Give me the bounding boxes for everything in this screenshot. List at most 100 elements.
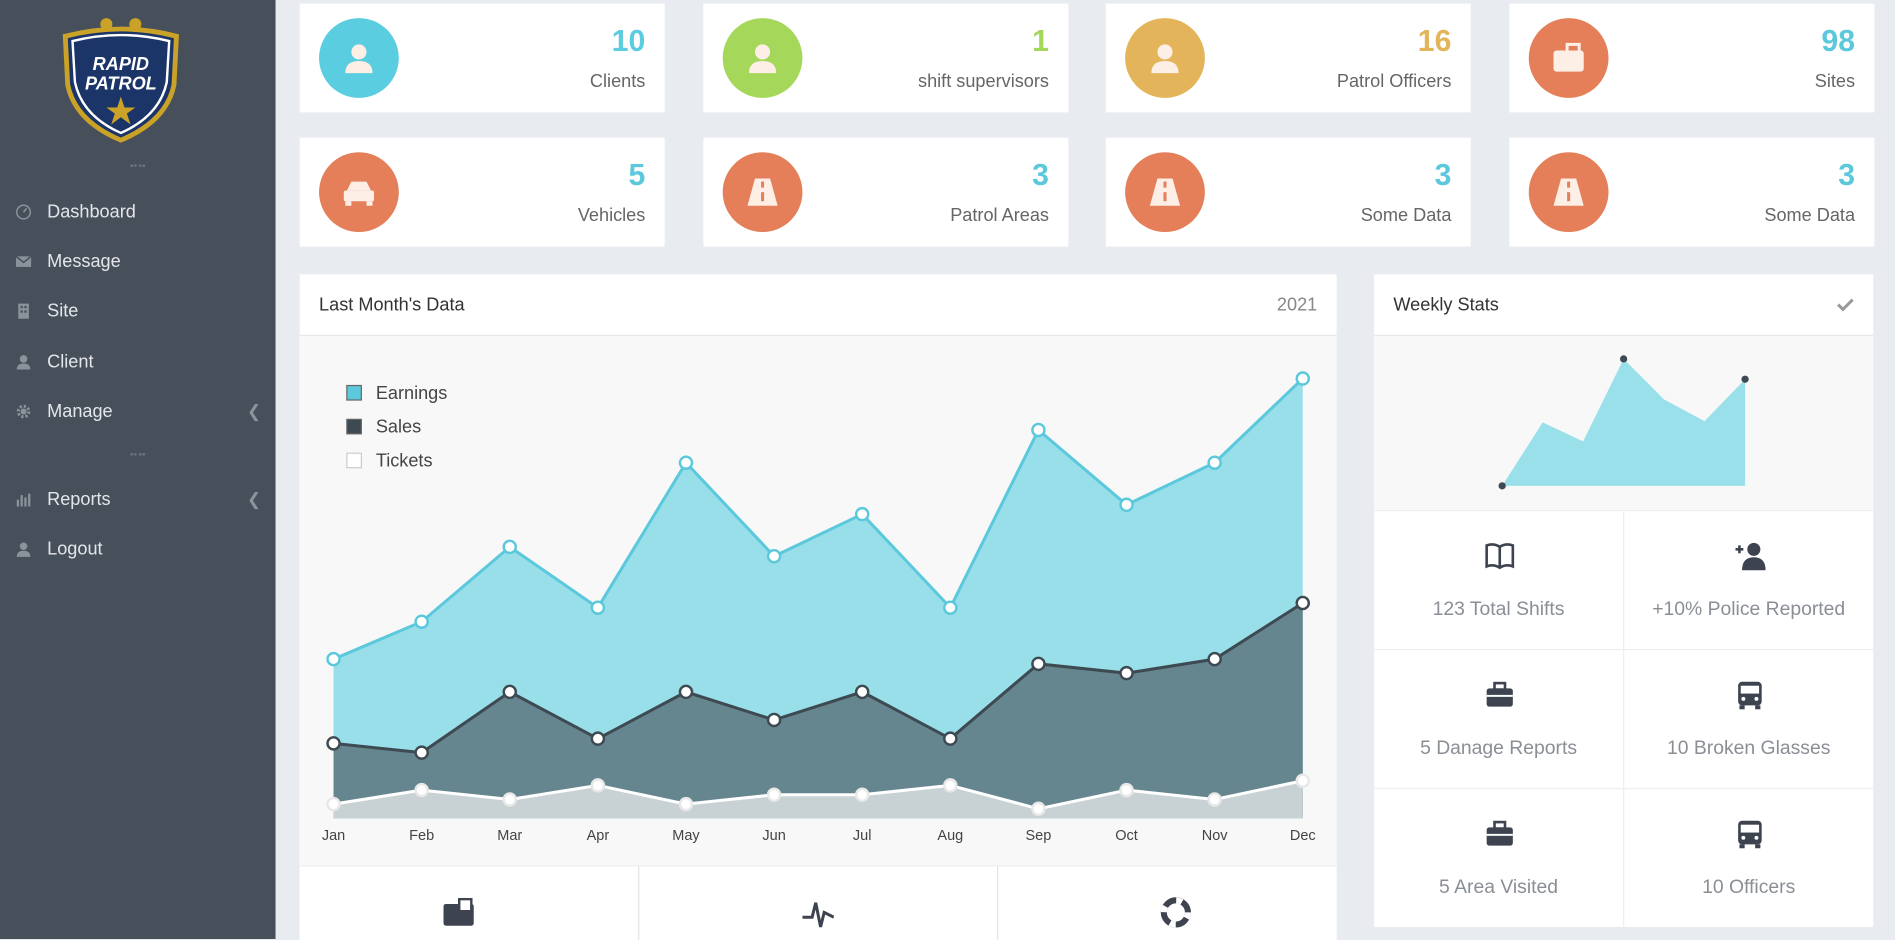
x-tick-label: May	[672, 828, 700, 844]
data-point	[854, 506, 870, 522]
data-point	[590, 778, 606, 793]
cell-icon	[1738, 681, 1762, 710]
stat-value: 3	[1032, 158, 1049, 193]
legend-label: Earnings	[376, 383, 447, 403]
stat-value: 5	[628, 158, 646, 193]
menu-item[interactable]: Reports ❮	[15, 487, 262, 511]
series-line	[332, 377, 1304, 661]
stat-label: Some Data	[1764, 205, 1856, 226]
stat-icon	[319, 152, 399, 233]
stat-icon	[722, 152, 803, 233]
x-tick-label: Oct	[1115, 828, 1138, 844]
sparkline-point	[1741, 375, 1749, 383]
stat-card: 3 Some Data	[1105, 137, 1471, 247]
x-tick-label: Jun	[762, 828, 785, 844]
cell-label: 5 Danage Reports	[1420, 738, 1577, 759]
data-point	[414, 745, 429, 760]
menu-arrow: ❮	[246, 400, 262, 420]
stat-icon	[1125, 18, 1205, 98]
stat-icon	[319, 18, 399, 98]
sparkline	[1374, 335, 1874, 510]
data-point	[1031, 656, 1046, 672]
stat-label: Vehicles	[577, 205, 646, 226]
data-point	[1295, 773, 1311, 788]
x-tick-label: Feb	[409, 828, 434, 844]
toolbar	[299, 865, 1337, 940]
logo: RAPID PATROL	[62, 18, 179, 143]
cell-label: 123 Total Shifts	[1432, 599, 1565, 620]
stat-card: 3 Patrol Areas	[703, 137, 1069, 247]
stat-cell: 10 Officers	[1623, 787, 1874, 929]
sparkline-point	[1498, 482, 1506, 490]
data-point	[590, 731, 606, 746]
stat-label: shift supervisors	[918, 71, 1049, 92]
area-fill	[333, 603, 1303, 819]
menu-label: Manage	[47, 400, 113, 422]
data-point	[1031, 422, 1046, 438]
legend-swatch	[346, 384, 362, 401]
x-tick-label: Mar	[497, 828, 522, 844]
panel-title: Weekly Stats	[1393, 294, 1499, 316]
data-point	[943, 600, 958, 615]
data-point	[766, 548, 782, 564]
data-point	[502, 684, 518, 700]
data-point	[1119, 782, 1134, 798]
data-point	[590, 600, 606, 615]
menu-item[interactable]: Logout	[15, 537, 262, 561]
cell-label: 10 Broken Glasses	[1667, 738, 1831, 759]
pulse-icon	[802, 902, 834, 928]
menu-item[interactable]: Site	[15, 298, 262, 322]
stat-card: 16 Patrol Officers	[1105, 3, 1471, 113]
stat-cell: 10 Broken Glasses	[1623, 648, 1874, 790]
cell-icon	[1486, 681, 1513, 707]
x-tick-label: Jan	[322, 828, 345, 844]
weekly-panel: Weekly Stats 123 Total Shifts +10% Police…	[1374, 274, 1874, 929]
legend-label: Sales	[376, 417, 421, 437]
stat-value: 1	[1032, 24, 1049, 59]
stat-icon	[1528, 152, 1609, 233]
data-point	[854, 787, 870, 803]
stat-label: Some Data	[1360, 205, 1452, 226]
menu-item[interactable]: Message	[15, 249, 262, 273]
data-point	[326, 796, 341, 812]
cell-icon	[1735, 542, 1766, 571]
menu-item[interactable]: Client	[15, 349, 262, 373]
chart-panel: Last Month's Data 2021 Jan Feb Mar Apr May Ju…	[299, 274, 1337, 940]
data-point	[1207, 455, 1222, 470]
data-point	[1207, 792, 1222, 807]
data-point	[678, 684, 694, 700]
menu-item[interactable]: Dashboard	[15, 199, 262, 223]
logo-text: PATROL	[85, 73, 157, 93]
stat-label: Clients	[589, 71, 646, 92]
data-point	[678, 455, 694, 470]
stat-cell: +10% Police Reported	[1623, 509, 1874, 651]
wallet-icon	[443, 897, 474, 926]
data-point	[1207, 651, 1222, 667]
stat-value: 10	[611, 24, 646, 59]
divider	[130, 453, 146, 459]
cell-label: +10% Police Reported	[1652, 599, 1846, 620]
data-point	[1119, 665, 1134, 681]
stat-icon	[1528, 18, 1609, 98]
stat-value: 98	[1821, 24, 1856, 59]
legend-swatch	[346, 452, 362, 469]
menu-label: Client	[47, 351, 94, 372]
data-point	[1119, 497, 1134, 513]
menu-item[interactable]: Manage ❮	[15, 399, 262, 423]
data-point	[1295, 595, 1311, 611]
check-icon	[1837, 298, 1854, 312]
stat-card: 5 Vehicles	[299, 137, 665, 247]
series-line	[333, 601, 1304, 755]
sidebar: RAPID PATROL Dashboard Message Site Client M…	[0, 0, 276, 940]
menu-label: Site	[47, 300, 79, 321]
x-tick-label: Apr	[587, 828, 610, 844]
data-point	[678, 796, 694, 812]
data-point	[943, 731, 958, 746]
legend-swatch	[346, 418, 362, 435]
stat-value: 3	[1434, 158, 1452, 193]
data-point	[766, 712, 782, 728]
panel-header: Last Month's Data 2021	[299, 274, 1337, 336]
menu-arrow: ❮	[246, 488, 262, 509]
